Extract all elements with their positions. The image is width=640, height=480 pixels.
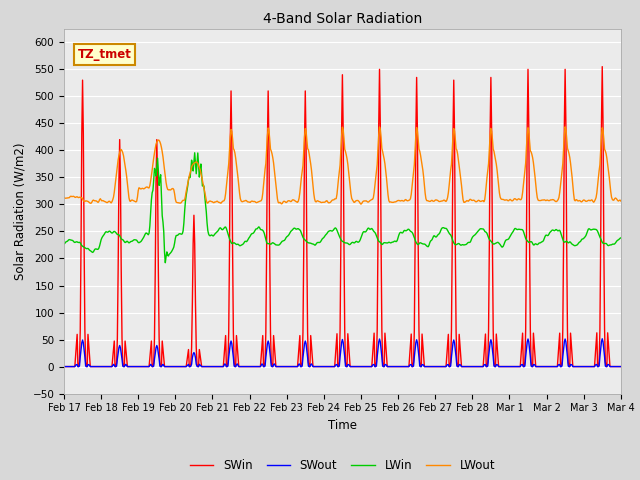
Title: 4-Band Solar Radiation: 4-Band Solar Radiation <box>263 12 422 26</box>
X-axis label: Time: Time <box>328 419 357 432</box>
Line: LWin: LWin <box>64 153 640 263</box>
Text: TZ_tmet: TZ_tmet <box>78 48 132 61</box>
Line: LWout: LWout <box>64 127 640 204</box>
Line: SWout: SWout <box>64 338 640 367</box>
Line: SWin: SWin <box>64 64 640 367</box>
Legend: SWin, SWout, LWin, LWout: SWin, SWout, LWin, LWout <box>185 454 500 477</box>
Y-axis label: Solar Radiation (W/m2): Solar Radiation (W/m2) <box>14 143 27 280</box>
